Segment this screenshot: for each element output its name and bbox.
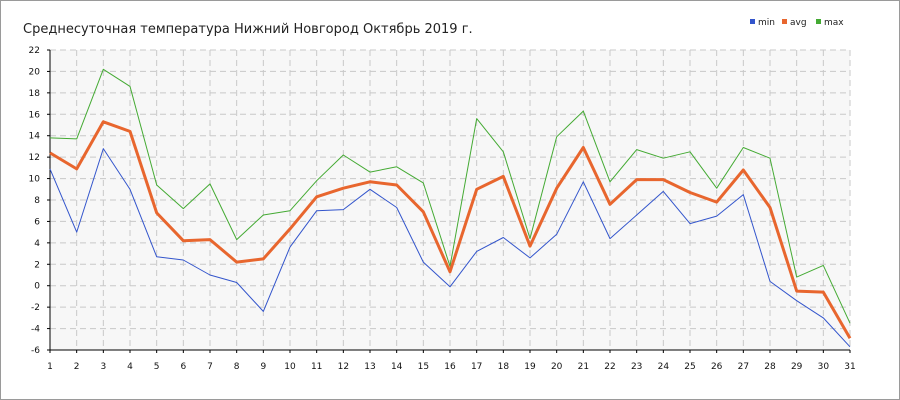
x-tick-label: 3 xyxy=(100,362,106,372)
chart-title: Среднесуточная температура Нижний Новгор… xyxy=(23,22,473,37)
x-tick-label: 6 xyxy=(180,362,186,372)
x-tick-label: 20 xyxy=(551,362,563,372)
legend-swatch-max xyxy=(816,19,821,24)
grid-lines xyxy=(50,49,851,351)
x-tick-label: 2 xyxy=(74,362,80,372)
x-tick-label: 24 xyxy=(658,362,670,372)
x-tick-label: 18 xyxy=(498,362,510,372)
series-line-max xyxy=(49,68,851,324)
x-tick-label: 31 xyxy=(844,362,855,372)
x-tick-label: 11 xyxy=(311,362,322,372)
legend-label-min: min xyxy=(758,18,775,28)
x-tick-label: 12 xyxy=(338,362,349,372)
x-tick-label: 8 xyxy=(234,362,240,372)
x-tick-label: 22 xyxy=(604,362,615,372)
y-tick-label: -6 xyxy=(31,346,40,356)
y-tick-label: 10 xyxy=(29,175,41,185)
y-tick-label: 20 xyxy=(29,67,41,77)
x-tick-label: 26 xyxy=(711,362,723,372)
y-tick-label: 4 xyxy=(34,239,40,249)
legend-swatch-avg xyxy=(782,19,787,24)
y-tick-label: -2 xyxy=(31,303,40,313)
y-tick-label: 18 xyxy=(29,89,41,99)
x-tick-label: 21 xyxy=(578,362,589,372)
y-tick-label: 12 xyxy=(29,153,40,163)
legend-swatch-min xyxy=(750,19,755,24)
y-tick-label: -4 xyxy=(31,325,40,335)
x-tick-label: 7 xyxy=(207,362,213,372)
x-tick-label: 13 xyxy=(364,362,375,372)
x-tick-label: 29 xyxy=(791,362,803,372)
x-tick-label: 4 xyxy=(127,362,133,372)
y-tick-label: 0 xyxy=(34,282,40,292)
y-tick-label: 2 xyxy=(34,260,40,270)
x-tick-label: 15 xyxy=(418,362,429,372)
chart-legend: min avg max xyxy=(750,18,844,28)
y-tick-label: 6 xyxy=(34,217,40,227)
x-tick-label: 1 xyxy=(47,362,53,372)
y-tick-label: 14 xyxy=(29,132,41,142)
series-line-avg xyxy=(49,120,852,339)
y-tick-label: 22 xyxy=(29,46,40,56)
x-tick-label: 19 xyxy=(524,362,536,372)
y-tick-label: 8 xyxy=(34,196,40,206)
series-lines xyxy=(49,68,852,348)
x-tick-label: 25 xyxy=(684,362,695,372)
x-tick-label: 16 xyxy=(444,362,456,372)
y-tick-label: 16 xyxy=(29,110,41,120)
x-tick-label: 28 xyxy=(764,362,776,372)
series-line-min xyxy=(49,148,851,348)
legend-label-max: max xyxy=(824,18,844,28)
x-tick-label: 30 xyxy=(818,362,830,372)
x-tick-label: 10 xyxy=(284,362,296,372)
x-tick-label: 17 xyxy=(471,362,482,372)
x-tick-label: 23 xyxy=(631,362,642,372)
x-tick-label: 14 xyxy=(391,362,403,372)
x-tick-label: 27 xyxy=(738,362,749,372)
x-tick-label: 9 xyxy=(260,362,266,372)
x-tick-label: 5 xyxy=(154,362,160,372)
legend-label-avg: avg xyxy=(790,18,807,28)
